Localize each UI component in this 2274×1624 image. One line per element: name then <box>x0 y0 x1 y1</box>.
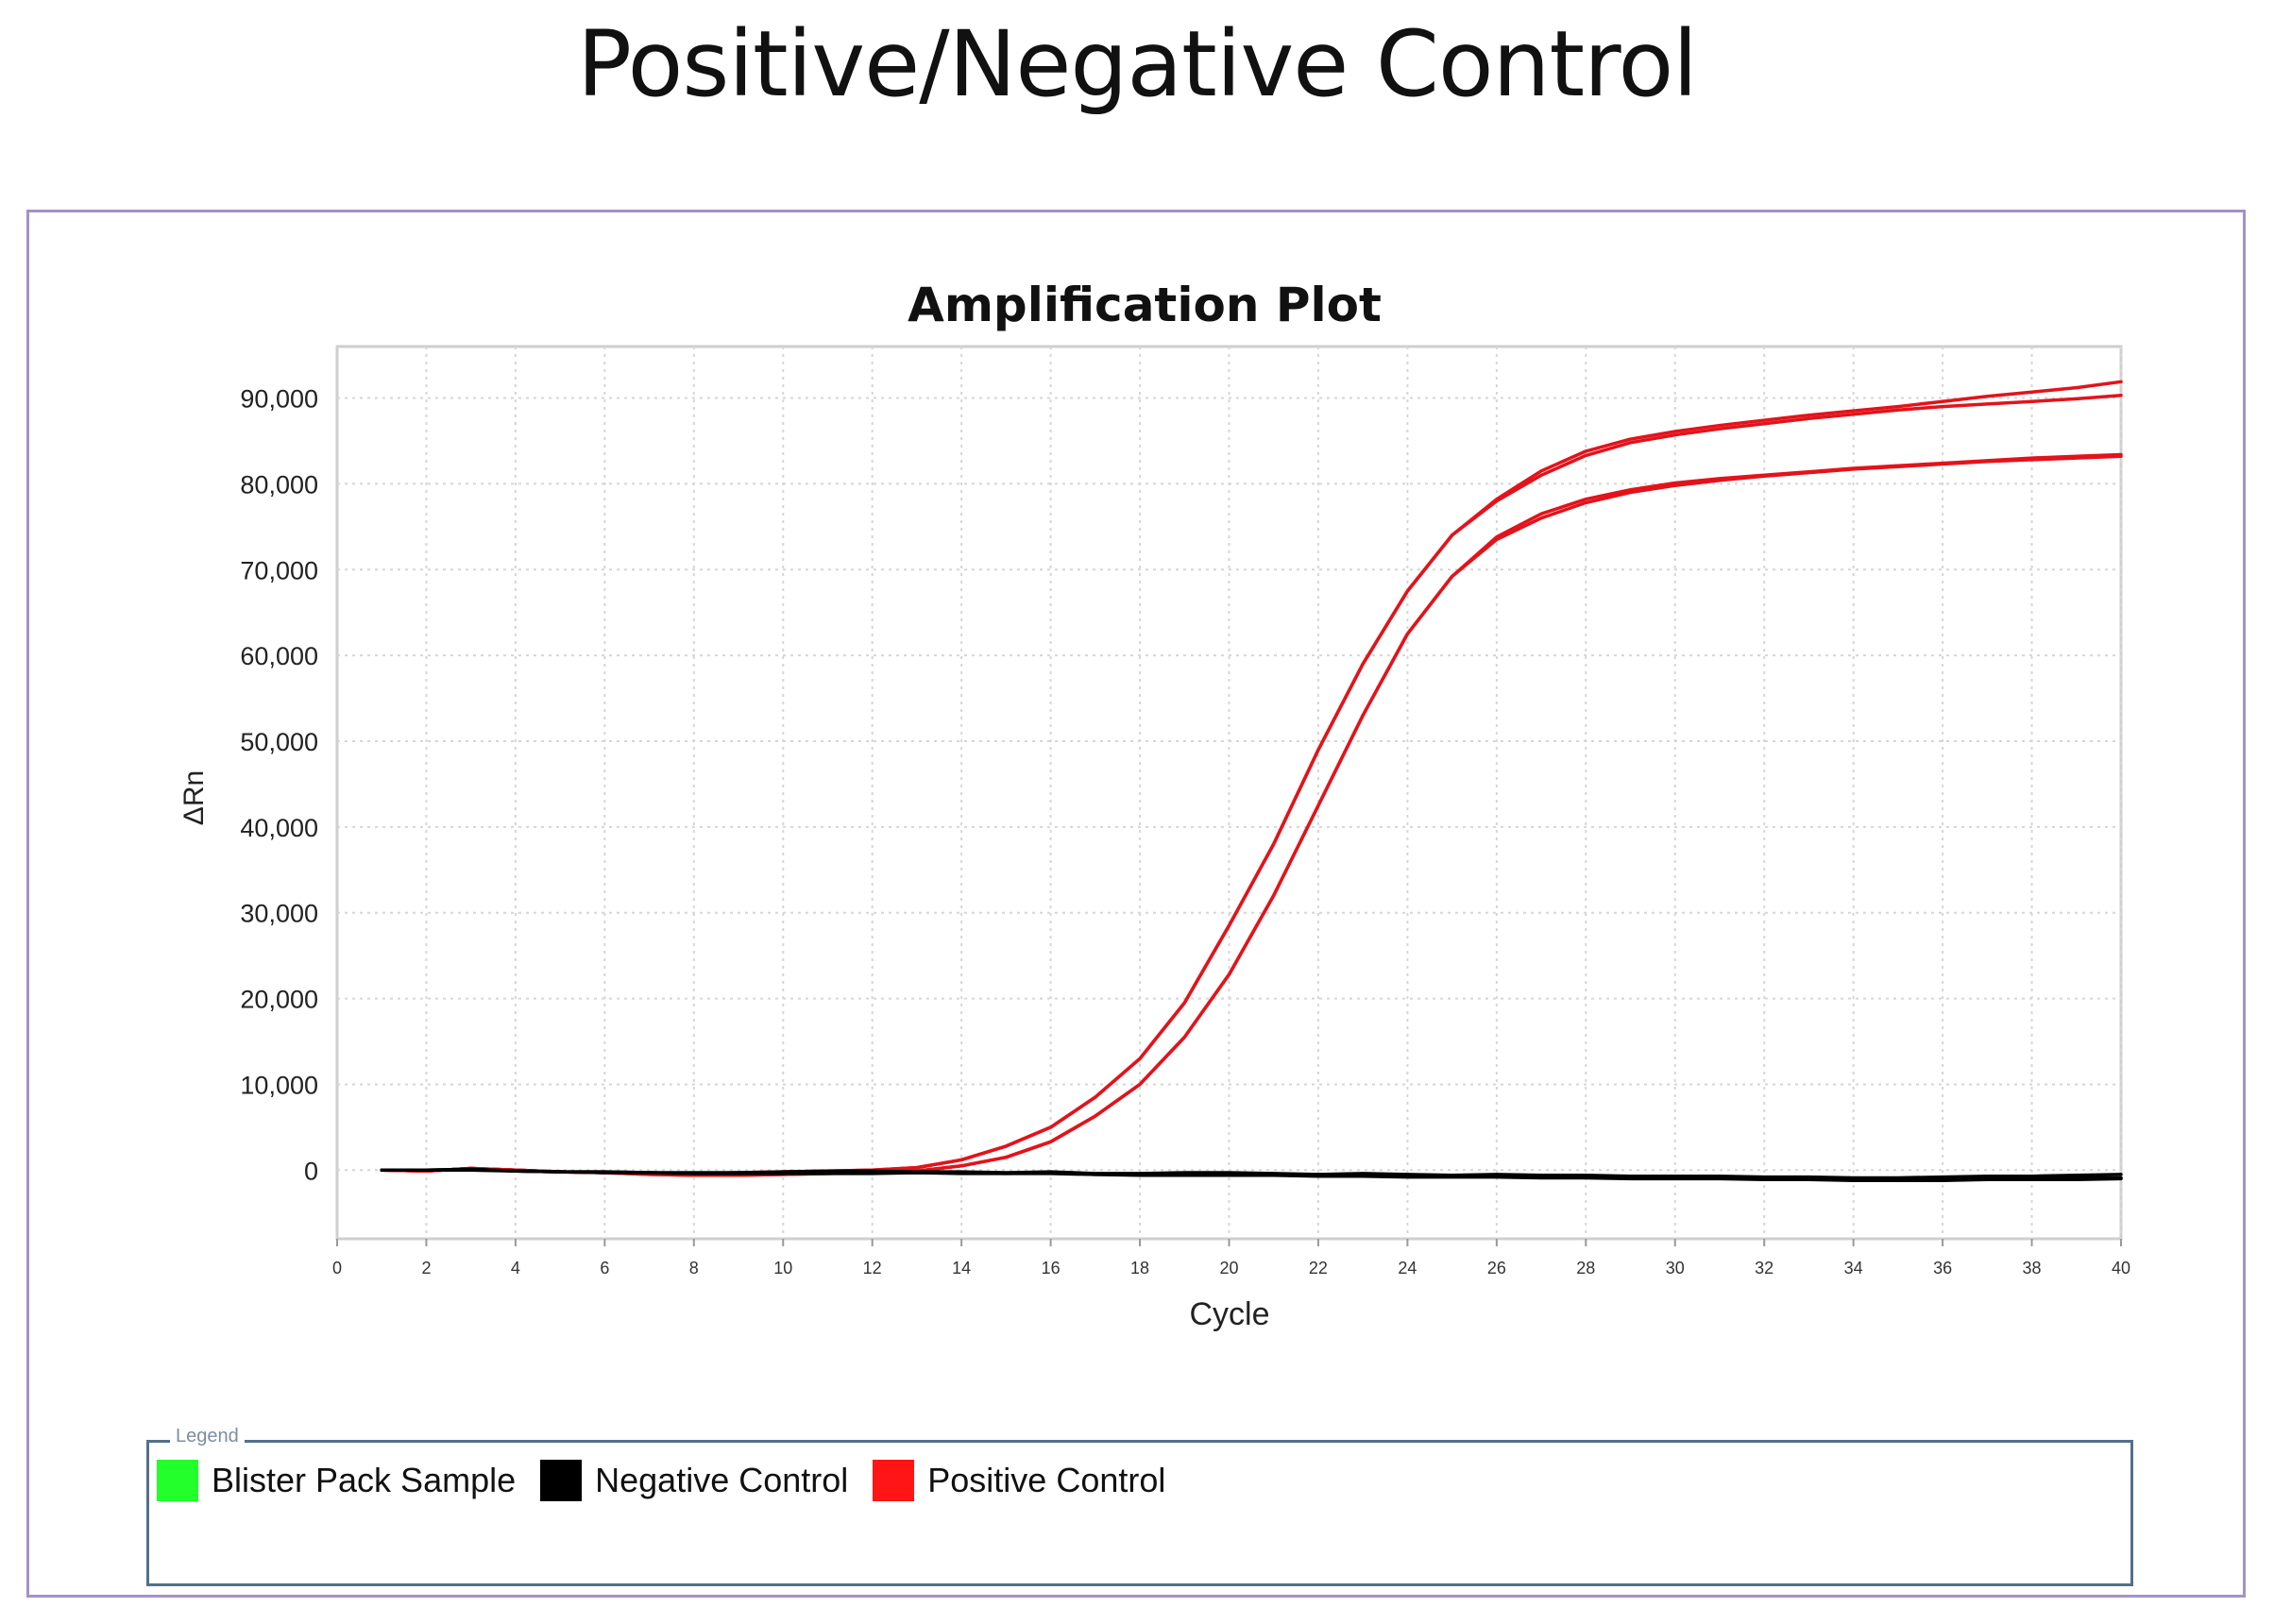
y-tick-label: 10,000 <box>240 1071 318 1099</box>
x-tick-label: 2 <box>421 1259 431 1277</box>
x-tick-label: 20 <box>1219 1259 1238 1277</box>
x-tick-label: 32 <box>1755 1259 1773 1277</box>
x-axis-label: Cycle <box>1189 1296 1269 1332</box>
x-tick-label: 30 <box>1666 1259 1685 1277</box>
x-tick-label: 26 <box>1487 1259 1506 1277</box>
grid-lines <box>337 347 2122 1239</box>
x-tick-label: 10 <box>773 1259 792 1277</box>
x-tick-label: 12 <box>863 1259 882 1277</box>
x-tick-label: 36 <box>1933 1259 1952 1277</box>
y-tick-label: 0 <box>304 1157 318 1185</box>
x-tick-label: 40 <box>2112 1259 2130 1277</box>
y-tick-label: 40,000 <box>240 814 318 842</box>
legend-caption: Legend <box>170 1426 245 1447</box>
y-axis-ticks: 0 10,000 20,000 30,000 40,000 50,000 60,000 70,… <box>240 385 318 1186</box>
series-lines <box>380 380 2123 1182</box>
negative-control-line-7 <box>380 1168 2123 1182</box>
x-tick-label: 18 <box>1130 1259 1149 1277</box>
x-tick-label: 0 <box>332 1259 342 1277</box>
x-tick-label: 34 <box>1844 1259 1863 1277</box>
x-tick-label: 8 <box>689 1259 699 1277</box>
y-tick-label: 90,000 <box>240 385 318 414</box>
y-tick-label: 20,000 <box>240 986 318 1014</box>
legend-item-negative-control: Negative Control <box>540 1460 848 1501</box>
legend-label: Blister Pack Sample <box>212 1461 517 1499</box>
legend-items: Blister Pack Sample Negative Control Posit… <box>157 1460 1190 1501</box>
y-tick-label: 60,000 <box>240 642 318 670</box>
page-title: Positive/Negative Control <box>577 11 1698 117</box>
x-tick-label: 6 <box>600 1259 609 1277</box>
x-tick-label: 24 <box>1398 1259 1417 1277</box>
legend-swatch <box>157 1460 198 1501</box>
y-tick-label: 30,000 <box>240 900 318 928</box>
x-tick-label: 38 <box>2023 1259 2042 1277</box>
x-tick-label: 22 <box>1309 1259 1328 1277</box>
legend-label: Positive Control <box>927 1461 1166 1499</box>
legend-item-blister-pack-sample: Blister Pack Sample <box>157 1460 516 1501</box>
x-tick-label: 4 <box>511 1259 520 1277</box>
positive-control-line-4 <box>380 454 2123 1177</box>
y-tick-label: 80,000 <box>240 470 318 499</box>
x-axis-ticks: 0 2 4 6 8 10 12 14 16 18 20 22 24 26 28 30 32 34 36 38 40 <box>332 1239 2130 1277</box>
x-tick-label: 14 <box>952 1259 971 1277</box>
x-tick-label: 28 <box>1576 1259 1595 1277</box>
legend-swatch <box>873 1460 915 1501</box>
x-tick-label: 16 <box>1042 1259 1061 1277</box>
legend-swatch <box>540 1460 583 1501</box>
legend-label: Negative Control <box>595 1461 849 1499</box>
legend: Legend Blister Pack Sample Negative Contr… <box>146 1426 2133 1586</box>
legend-item-positive-control: Positive Control <box>873 1460 1165 1501</box>
y-axis-label: ΔRn <box>178 770 210 825</box>
y-tick-label: 50,000 <box>240 728 318 756</box>
y-tick-label: 70,000 <box>240 556 318 584</box>
chart-title: Amplification Plot <box>908 278 1382 332</box>
